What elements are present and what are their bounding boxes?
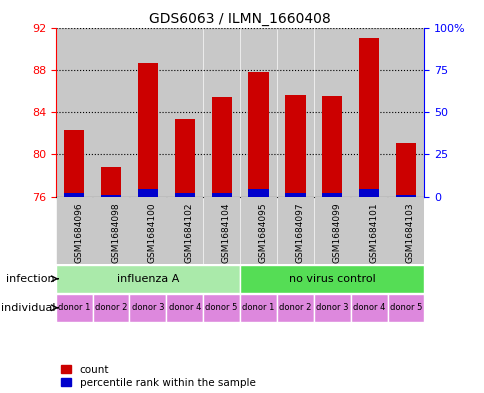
Bar <box>248 72 268 196</box>
Text: GSM1684104: GSM1684104 <box>221 202 230 263</box>
Text: GSM1684102: GSM1684102 <box>184 202 194 263</box>
Bar <box>395 143 415 196</box>
Text: donor 4: donor 4 <box>352 303 384 312</box>
Bar <box>358 38 378 197</box>
Text: no virus control: no virus control <box>288 274 375 284</box>
Bar <box>101 195 121 196</box>
Bar <box>57 28 91 196</box>
Text: donor 3: donor 3 <box>315 303 348 312</box>
Bar <box>388 196 423 264</box>
Bar <box>358 189 378 196</box>
Bar <box>321 96 342 196</box>
Text: donor 5: donor 5 <box>389 303 421 312</box>
Text: GSM1684103: GSM1684103 <box>405 202 414 263</box>
Bar <box>240 294 276 322</box>
Text: infection: infection <box>6 274 55 284</box>
Bar <box>314 28 349 196</box>
Bar <box>321 193 342 196</box>
Bar <box>276 294 313 322</box>
Bar <box>395 195 415 196</box>
Bar <box>101 167 121 196</box>
Bar <box>203 294 240 322</box>
Bar <box>277 28 312 196</box>
Bar <box>56 265 240 293</box>
Bar <box>211 97 231 196</box>
Text: donor 3: donor 3 <box>131 303 164 312</box>
Text: donor 4: donor 4 <box>168 303 200 312</box>
Bar <box>277 196 312 264</box>
Bar <box>130 28 165 196</box>
Legend: count, percentile rank within the sample: count, percentile rank within the sample <box>61 365 255 388</box>
Bar <box>241 28 275 196</box>
Text: donor 1: donor 1 <box>242 303 274 312</box>
Bar <box>93 196 128 264</box>
Text: influenza A: influenza A <box>117 274 179 284</box>
Text: GSM1684100: GSM1684100 <box>148 202 157 263</box>
Text: GSM1684097: GSM1684097 <box>295 202 304 263</box>
Bar <box>351 196 386 264</box>
Text: GSM1684099: GSM1684099 <box>332 202 341 263</box>
Bar <box>285 193 305 196</box>
Text: GSM1684101: GSM1684101 <box>368 202 378 263</box>
Bar <box>93 28 128 196</box>
Bar <box>387 294 424 322</box>
Bar <box>313 294 350 322</box>
Bar <box>241 196 275 264</box>
Bar <box>174 119 195 196</box>
Text: donor 1: donor 1 <box>58 303 90 312</box>
Bar <box>174 193 195 196</box>
Text: donor 2: donor 2 <box>95 303 127 312</box>
Bar <box>137 63 158 196</box>
Bar <box>204 28 239 196</box>
Bar <box>92 294 129 322</box>
Text: individual: individual <box>0 303 55 313</box>
Bar <box>167 28 202 196</box>
Title: GDS6063 / ILMN_1660408: GDS6063 / ILMN_1660408 <box>149 13 330 26</box>
Bar <box>211 193 231 196</box>
Bar <box>351 28 386 196</box>
Bar <box>57 196 91 264</box>
Text: GSM1684096: GSM1684096 <box>74 202 83 263</box>
Bar <box>64 193 84 196</box>
Bar <box>167 196 202 264</box>
Text: GSM1684098: GSM1684098 <box>111 202 120 263</box>
Bar <box>129 294 166 322</box>
Bar <box>285 95 305 196</box>
Bar <box>64 130 84 196</box>
Text: donor 2: donor 2 <box>279 303 311 312</box>
Text: GSM1684095: GSM1684095 <box>258 202 267 263</box>
Bar <box>56 294 92 322</box>
Text: donor 5: donor 5 <box>205 303 237 312</box>
Bar <box>388 28 423 196</box>
Bar <box>314 196 349 264</box>
Bar <box>204 196 239 264</box>
Bar <box>130 196 165 264</box>
Bar <box>240 265 424 293</box>
Bar <box>248 189 268 196</box>
Bar <box>166 294 203 322</box>
Bar <box>350 294 387 322</box>
Bar <box>137 189 158 196</box>
